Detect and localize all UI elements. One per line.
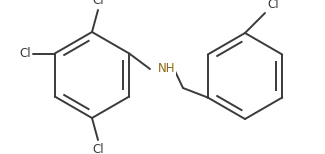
Text: Cl: Cl — [92, 0, 104, 7]
Text: NH: NH — [158, 63, 176, 75]
Text: Cl: Cl — [92, 143, 104, 154]
Text: Cl: Cl — [267, 0, 279, 11]
Text: Cl: Cl — [19, 47, 31, 60]
